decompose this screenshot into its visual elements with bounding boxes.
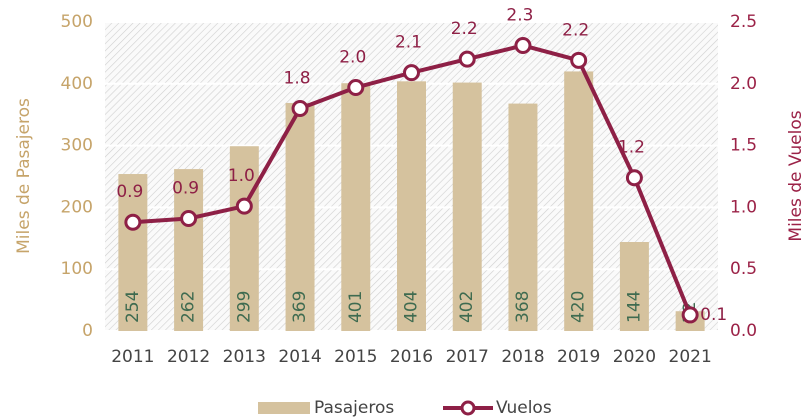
bar-value-label: 368 bbox=[513, 291, 533, 323]
y-tick-label: 300 bbox=[61, 136, 93, 156]
x-tick-label: 2017 bbox=[446, 347, 489, 367]
line-value-label: 2.0 bbox=[339, 48, 366, 68]
y2-tick-label: 1.0 bbox=[730, 197, 757, 217]
line-marker bbox=[124, 213, 142, 231]
y2-tick-label: 1.5 bbox=[730, 136, 757, 156]
line-value-label: 2.2 bbox=[562, 20, 589, 40]
y-tick-label: 200 bbox=[61, 197, 93, 217]
x-tick-label: 2018 bbox=[501, 347, 544, 367]
x-tick-label: 2020 bbox=[613, 347, 656, 367]
bar bbox=[118, 174, 148, 331]
line-value-label: 0.1 bbox=[700, 305, 727, 325]
x-tick-label: 2012 bbox=[167, 347, 210, 367]
bar bbox=[508, 103, 538, 332]
y2-axis-title: Miles de Vuelos bbox=[786, 110, 806, 241]
bar-value-label: 404 bbox=[402, 291, 422, 323]
legend-marker bbox=[460, 400, 476, 416]
x-tick-label: 2019 bbox=[557, 347, 600, 367]
line-value-label: 2.3 bbox=[506, 5, 533, 25]
bar-value-label: 299 bbox=[234, 291, 254, 323]
y-tick-label: 500 bbox=[61, 12, 93, 32]
bar-value-label: 262 bbox=[179, 291, 199, 323]
y-tick-label: 400 bbox=[61, 74, 93, 94]
x-tick-label: 2011 bbox=[111, 347, 154, 367]
bar bbox=[174, 169, 204, 331]
x-tick-label: 2015 bbox=[334, 347, 377, 367]
y2-tick-label: 2.5 bbox=[730, 12, 757, 32]
x-tick-label: 2016 bbox=[390, 347, 433, 367]
bar-value-label: 420 bbox=[569, 291, 589, 323]
legend-label: Vuelos bbox=[496, 398, 552, 418]
y-tick-label: 0 bbox=[82, 321, 93, 341]
legend-swatch bbox=[258, 402, 310, 414]
y2-tick-label: 2.0 bbox=[730, 74, 757, 94]
x-tick-label: 2014 bbox=[278, 347, 321, 367]
line-value-label: 0.9 bbox=[116, 182, 143, 202]
bar-value-label: 369 bbox=[290, 291, 310, 323]
line-marker bbox=[514, 36, 532, 54]
line-marker bbox=[180, 210, 198, 228]
bar bbox=[619, 242, 649, 331]
line-marker bbox=[235, 197, 253, 215]
y2-tick-label: 0.0 bbox=[730, 321, 757, 341]
x-tick-label: 2021 bbox=[669, 347, 712, 367]
bar-value-label: 144 bbox=[624, 291, 644, 323]
line-value-label: 1.2 bbox=[618, 138, 645, 158]
line-marker bbox=[681, 306, 699, 324]
bar bbox=[229, 146, 259, 331]
bar-value-label: 254 bbox=[123, 291, 143, 323]
bar bbox=[341, 83, 371, 331]
bar-value-label: 401 bbox=[346, 291, 366, 323]
line-marker bbox=[625, 169, 643, 187]
line-marker bbox=[458, 50, 476, 68]
line-marker bbox=[403, 64, 420, 82]
legend-label: Pasajeros bbox=[314, 398, 394, 418]
bar bbox=[397, 81, 426, 331]
y-tick-label: 100 bbox=[61, 259, 93, 279]
line-marker bbox=[347, 79, 365, 97]
y-axis-title: Miles de Pasajeros bbox=[14, 98, 34, 254]
bar-value-label: 402 bbox=[457, 291, 477, 323]
bar bbox=[564, 71, 594, 331]
line-value-label: 1.0 bbox=[228, 166, 255, 186]
line-marker bbox=[570, 51, 588, 69]
y2-tick-label: 0.5 bbox=[730, 259, 757, 279]
line-value-label: 0.9 bbox=[172, 179, 199, 199]
line-marker bbox=[291, 100, 309, 118]
bar bbox=[285, 102, 315, 331]
line-value-label: 2.2 bbox=[451, 19, 478, 39]
line-value-label: 2.1 bbox=[395, 33, 422, 53]
x-tick-label: 2013 bbox=[223, 347, 266, 367]
line-value-label: 1.8 bbox=[284, 69, 311, 89]
bar bbox=[452, 82, 482, 332]
